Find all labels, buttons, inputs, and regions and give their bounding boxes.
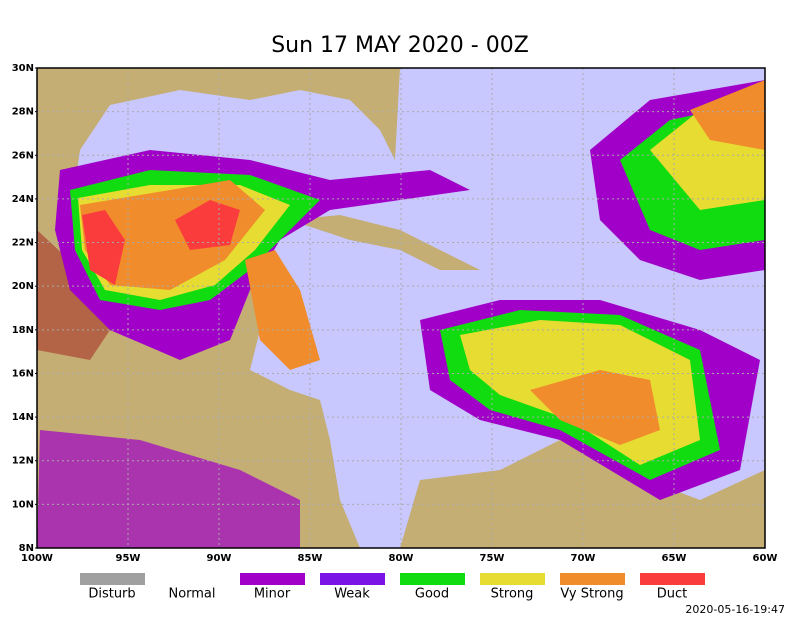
region-vy-strong: [245, 250, 320, 370]
region-vy-strong: [530, 370, 660, 445]
legend-swatch: [320, 573, 385, 585]
lat-label: 24N: [12, 194, 34, 205]
region-duct: [82, 200, 240, 285]
lat-label: 10N: [12, 499, 34, 510]
map-area: [37, 68, 765, 548]
lat-label: 8N: [19, 543, 34, 554]
land: [290, 215, 480, 270]
lon-label: 80W: [389, 553, 414, 564]
lat-label: 30N: [12, 63, 34, 74]
lat-label: 26N: [12, 150, 34, 161]
lon-label: 85W: [298, 553, 323, 564]
legend-swatch: [560, 573, 625, 585]
region-minor: [37, 430, 300, 548]
lat-label: 28N: [12, 107, 34, 118]
lat-label: 12N: [12, 456, 34, 467]
map-frame: [36, 67, 766, 549]
lon-label: 95W: [116, 553, 141, 564]
lon-label: 75W: [480, 553, 505, 564]
legend: Disturb Normal Minor Weak Good Strong Vy Stron…: [80, 573, 705, 602]
legend-swatch: [240, 573, 305, 585]
legend-swatch: [80, 573, 145, 585]
legend-label: Normal: [168, 587, 215, 602]
lon-label: 100W: [21, 553, 53, 564]
land-highlands: [37, 230, 110, 360]
lon-label: 90W: [207, 553, 232, 564]
graticule: [37, 68, 765, 548]
lat-label: 20N: [12, 281, 34, 292]
region-vy-strong: [690, 80, 765, 150]
legend-swatch: [480, 573, 545, 585]
lat-label: 18N: [12, 325, 34, 336]
legend-label: Weak: [334, 587, 370, 602]
legend-label: Good: [415, 587, 449, 602]
lat-label: 14N: [12, 412, 34, 423]
legend-label: Duct: [657, 587, 688, 602]
legend-swatch: [640, 573, 705, 585]
lat-label: 22N: [12, 238, 34, 249]
lon-label: 65W: [662, 553, 687, 564]
lon-label: 60W: [753, 553, 778, 564]
legend-label: Minor: [254, 587, 291, 602]
map-title: Sun 17 MAY 2020 - 00Z: [271, 33, 529, 58]
lat-label: 16N: [12, 368, 34, 379]
timestamp: 2020-05-16-19:47: [685, 603, 785, 616]
legend-label: Vy Strong: [560, 587, 623, 602]
legend-label: Disturb: [88, 587, 135, 602]
lon-label: 70W: [571, 553, 596, 564]
legend-swatch: [400, 573, 465, 585]
legend-label: Strong: [491, 587, 534, 602]
